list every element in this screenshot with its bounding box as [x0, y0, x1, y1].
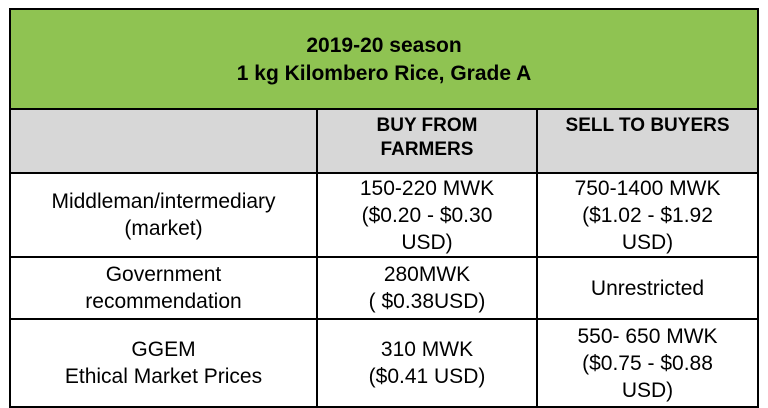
price-table: 2019-20 season 1 kg Kilombero Rice, Grad… — [8, 8, 760, 408]
price-line: USD) — [401, 230, 453, 254]
table-row: Middleman/intermediary (market) 150-220 … — [9, 172, 760, 258]
header-sell-to-buyers: SELL TO BUYERS — [535, 108, 760, 174]
price-line: ($0.41 USD) — [368, 365, 486, 388]
header-buy-line-2: FARMERS — [380, 139, 474, 160]
row-label-line: (market) — [124, 217, 203, 240]
title-row: 2019-20 season 1 kg Kilombero Rice, Grad… — [8, 8, 760, 110]
price-line: 310 MWK — [380, 338, 474, 361]
price-line: USD) — [621, 230, 674, 254]
buy-price-cell: 150-220 MWK ($0.20 - $0.30 USD) — [316, 172, 538, 258]
row-label: Middleman/intermediary (market) — [9, 172, 318, 258]
title-season: 2019-20 season — [306, 34, 462, 57]
price-table-container: 2019-20 season 1 kg Kilombero Rice, Grad… — [8, 8, 760, 408]
price-line: ($0.75 - $0.88 — [582, 351, 713, 375]
sell-price-cell: Unrestricted — [535, 256, 760, 320]
sell-price-cell: 750-1400 MWK ($1.02 - $1.92 USD) — [535, 172, 760, 258]
header-blank-cell — [9, 108, 318, 174]
row-label-line: GGEM — [131, 338, 196, 361]
row-label-line: Middleman/intermediary — [51, 190, 276, 213]
header-sell-line-1: SELL TO BUYERS — [565, 115, 730, 136]
price-line: 550- 650 MWK — [577, 324, 718, 348]
header-row: BUY FROM FARMERS SELL TO BUYERS — [9, 108, 760, 174]
table-row: GGEM Ethical Market Prices 310 MWK ($0.4… — [9, 318, 760, 408]
row-label: Government recommendation — [9, 256, 318, 320]
price-line: ( $0.38USD) — [368, 290, 486, 313]
table-title: 2019-20 season 1 kg Kilombero Rice, Grad… — [8, 8, 760, 110]
row-label-line: Ethical Market Prices — [64, 365, 263, 388]
title-product: 1 kg Kilombero Rice, Grade A — [236, 62, 532, 85]
row-label-line: Government — [105, 263, 222, 286]
price-line: USD) — [621, 378, 674, 402]
row-label: GGEM Ethical Market Prices — [9, 318, 318, 408]
price-line: Unrestricted — [590, 276, 705, 300]
price-line: 150-220 MWK — [359, 176, 495, 200]
header-buy-line-1: BUY FROM — [376, 115, 478, 136]
price-line: ($1.02 - $1.92 — [582, 203, 713, 227]
buy-price-cell: 310 MWK ($0.41 USD) — [316, 318, 538, 408]
buy-price-cell: 280MWK ( $0.38USD) — [316, 256, 538, 320]
row-label-line: recommendation — [85, 290, 242, 313]
table-row: Government recommendation 280MWK ( $0.38… — [9, 256, 760, 320]
price-line: 280MWK — [383, 263, 471, 286]
price-line: ($0.20 - $0.30 — [361, 203, 493, 227]
sell-price-cell: 550- 650 MWK ($0.75 - $0.88 USD) — [535, 318, 760, 408]
price-line: 750-1400 MWK — [574, 176, 721, 200]
header-buy-from-farmers: BUY FROM FARMERS — [316, 108, 538, 174]
